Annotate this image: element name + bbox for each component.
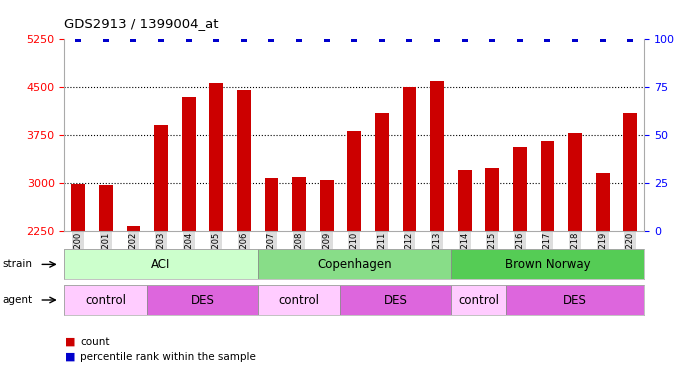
Bar	[292, 177, 306, 231]
Point	[432, 36, 443, 42]
Text: control: control	[85, 294, 126, 306]
Point	[294, 36, 304, 42]
Bar	[210, 83, 223, 231]
Point	[570, 36, 580, 42]
Bar	[403, 87, 416, 231]
Bar	[340, 285, 451, 315]
Bar	[182, 97, 195, 231]
Point	[156, 36, 167, 42]
Bar	[458, 170, 472, 231]
Bar	[127, 226, 140, 231]
Bar	[513, 147, 527, 231]
Point	[239, 36, 250, 42]
Point	[128, 36, 139, 42]
Point	[100, 36, 111, 42]
Point	[348, 36, 359, 42]
Bar	[485, 168, 499, 231]
Text: DES: DES	[563, 294, 587, 306]
Point	[183, 36, 194, 42]
Text: control: control	[458, 294, 499, 306]
Point	[266, 36, 277, 42]
Bar	[147, 285, 258, 315]
Text: GDS2913 / 1399004_at: GDS2913 / 1399004_at	[64, 17, 219, 30]
Bar	[320, 180, 334, 231]
Bar	[430, 81, 444, 231]
Text: control: control	[279, 294, 319, 306]
Text: strain: strain	[2, 260, 32, 269]
Bar	[71, 184, 85, 231]
Bar	[375, 112, 388, 231]
Point	[73, 36, 83, 42]
Bar	[451, 249, 644, 279]
Bar	[64, 249, 258, 279]
Text: ACI: ACI	[151, 258, 171, 271]
Point	[404, 36, 415, 42]
Bar	[623, 112, 637, 231]
Bar	[451, 285, 506, 315]
Text: ■: ■	[65, 337, 75, 347]
Bar	[596, 173, 610, 231]
Text: agent: agent	[2, 295, 32, 305]
Bar	[540, 141, 555, 231]
Bar	[258, 249, 451, 279]
Point	[211, 36, 222, 42]
Bar	[264, 178, 279, 231]
Bar	[154, 125, 168, 231]
Point	[597, 36, 608, 42]
Bar	[347, 130, 361, 231]
Bar	[237, 90, 251, 231]
Text: count: count	[80, 337, 110, 347]
Point	[625, 36, 636, 42]
Text: DES: DES	[191, 294, 214, 306]
Bar	[258, 285, 340, 315]
Point	[459, 36, 470, 42]
Text: Copenhagen: Copenhagen	[317, 258, 392, 271]
Text: percentile rank within the sample: percentile rank within the sample	[80, 352, 256, 362]
Text: ■: ■	[65, 352, 75, 362]
Point	[376, 36, 387, 42]
Text: Brown Norway: Brown Norway	[504, 258, 591, 271]
Bar	[99, 185, 113, 231]
Point	[542, 36, 553, 42]
Bar	[506, 285, 644, 315]
Point	[487, 36, 498, 42]
Point	[321, 36, 332, 42]
Bar	[64, 285, 147, 315]
Text: DES: DES	[384, 294, 407, 306]
Point	[515, 36, 525, 42]
Bar	[568, 133, 582, 231]
